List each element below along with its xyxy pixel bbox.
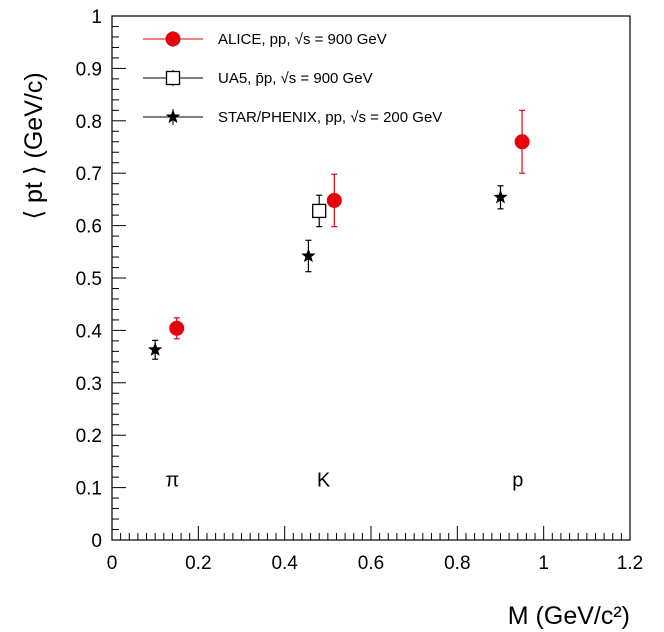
star-phenix-point xyxy=(301,248,316,263)
y-tick-label: 0.5 xyxy=(76,269,102,290)
legend-marker xyxy=(165,31,181,47)
star-phenix-point xyxy=(493,189,508,204)
y-tick-label: 0.4 xyxy=(76,321,103,342)
x-tick-label: 0.8 xyxy=(444,553,470,574)
x-tick-label: 1 xyxy=(538,553,549,574)
alice-point xyxy=(514,134,530,150)
y-tick-label: 1 xyxy=(91,7,102,28)
y-tick-label: 0.3 xyxy=(76,374,102,395)
ua5-point xyxy=(312,203,327,219)
y-tick-label: 0 xyxy=(91,531,102,552)
tick-labels: 0 0.2 0.4 0.6 0.8 1 1.2 0 0.1 0.2 0.3 0.4 0.5 0.6 0.7 0… xyxy=(76,7,644,574)
legend-label: STAR/PHENIX, pp, √s = 200 GeV xyxy=(218,109,442,126)
x-tick-label: 0.4 xyxy=(271,553,298,574)
data-markers xyxy=(147,109,530,360)
x-tick-label: 1.2 xyxy=(617,553,643,574)
x-tick-label: 0.6 xyxy=(358,553,384,574)
y-tick-label: 0.2 xyxy=(76,426,102,447)
y-axis-title: ⟨ pt ⟩ (GeV/c) xyxy=(20,72,48,219)
legend-label: ALICE, pp, √s = 900 GeV xyxy=(218,31,387,48)
plot-frame xyxy=(111,15,631,541)
legend-label: UA5, p̄p, √s = 900 GeV xyxy=(218,70,373,87)
legend-marker xyxy=(165,70,181,86)
legend-marker xyxy=(165,109,181,124)
alice-point xyxy=(169,320,185,336)
y-tick-label: 0.9 xyxy=(76,59,102,80)
particle-label: p xyxy=(512,470,523,492)
particle-label: π xyxy=(166,470,180,492)
y-tick-label: 0.6 xyxy=(76,217,102,238)
star-phenix-point xyxy=(147,342,163,357)
y-tick-label: 0.7 xyxy=(76,164,102,185)
x-tick-label: 0.2 xyxy=(185,553,211,574)
x-axis-title: M (GeV/c²) xyxy=(508,602,630,630)
particle-label: K xyxy=(317,470,331,492)
axis-ticks xyxy=(111,15,631,541)
y-tick-label: 0.8 xyxy=(76,112,102,133)
alice-point xyxy=(326,192,342,208)
legend: ALICE, pp, √s = 900 GeV UA5, p̄p, √s = 90… xyxy=(143,31,442,126)
y-tick-label: 0.1 xyxy=(76,479,102,500)
x-tick-label: 0 xyxy=(107,553,118,574)
